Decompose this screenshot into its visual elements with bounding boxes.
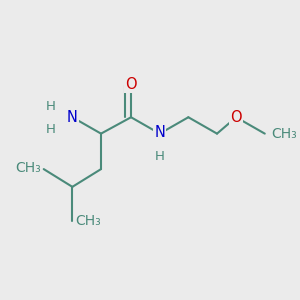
Text: CH₃: CH₃: [15, 161, 41, 175]
Text: CH₃: CH₃: [272, 127, 297, 141]
Text: H: H: [46, 100, 56, 113]
Text: H: H: [155, 150, 165, 163]
Text: O: O: [230, 110, 242, 125]
Text: CH₃: CH₃: [75, 214, 101, 228]
Text: N: N: [154, 125, 165, 140]
Text: H: H: [46, 123, 56, 136]
Text: N: N: [67, 110, 78, 125]
Text: O: O: [125, 77, 137, 92]
